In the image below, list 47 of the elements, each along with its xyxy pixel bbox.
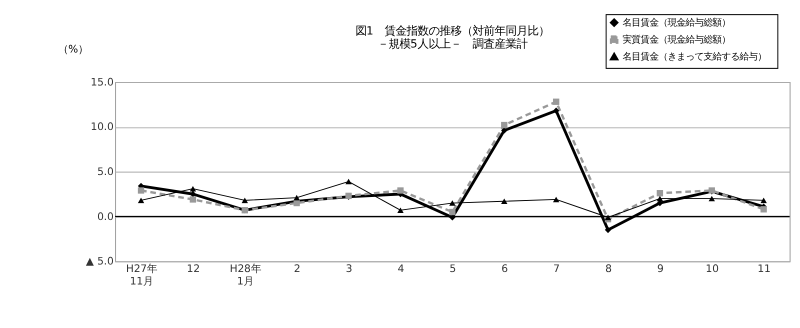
point	[656, 196, 664, 202]
text: 図1 賃金指数の推移（対前年同月比）	[355, 23, 550, 38]
y-tick-label: 15.0	[90, 76, 114, 88]
point	[656, 190, 664, 196]
y-tick-label: 10.0	[90, 121, 114, 134]
point	[190, 190, 196, 198]
y-tick-label: 5.0	[97, 166, 114, 178]
point	[552, 196, 560, 202]
y-axis-title: （%）	[58, 43, 88, 56]
text: －規模5人以上－ 調査産業計	[377, 36, 528, 51]
x-tick-label: 12	[186, 263, 200, 276]
point	[604, 226, 612, 234]
legend-label: 実質賃金（現金給与総額）	[622, 34, 731, 46]
point	[501, 122, 508, 128]
legend-label: 名目賃金（現金給与総額）	[622, 17, 731, 28]
x-tick-label: 11	[758, 263, 771, 276]
point	[294, 194, 300, 200]
x-tick-label: 10	[706, 263, 719, 276]
point	[397, 207, 404, 213]
legend-label: 名目賃金（きまって支給する給与）	[622, 51, 767, 62]
x-tick-label: H28年 1月	[230, 263, 261, 288]
y-tick-label: ▲ 5.0	[86, 256, 114, 268]
point	[449, 208, 456, 216]
x-tick-label: 9	[657, 263, 664, 276]
x-tick-label: H27年 11月	[126, 263, 157, 288]
point	[190, 196, 196, 203]
x-tick-label: 7	[553, 263, 560, 276]
point	[138, 187, 144, 194]
point	[501, 198, 508, 204]
point	[449, 200, 456, 206]
x-tick-label: 2	[294, 263, 300, 276]
point	[760, 206, 767, 212]
point	[242, 198, 248, 204]
x-tick-label: 3	[346, 263, 352, 276]
point	[552, 98, 560, 105]
y-tick-label: 0.0	[97, 210, 114, 223]
point	[138, 198, 144, 204]
point	[190, 186, 196, 192]
x-tick-label: 4	[398, 263, 405, 276]
point	[708, 196, 715, 202]
x-tick-label: 8	[605, 263, 612, 276]
point	[397, 187, 404, 194]
x-tick-label: 6	[501, 263, 508, 276]
x-tick-label: 5	[450, 263, 456, 276]
point	[760, 198, 767, 204]
point	[552, 108, 560, 114]
point	[345, 178, 352, 184]
